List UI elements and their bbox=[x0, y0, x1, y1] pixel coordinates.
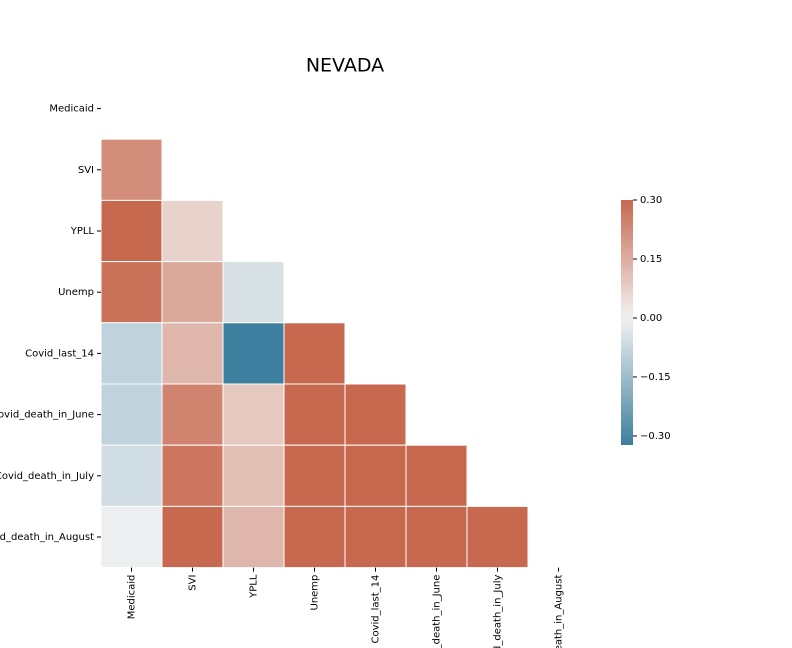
heatmap-cell bbox=[161, 383, 224, 446]
heatmap-cell bbox=[100, 138, 163, 201]
y-tick-label: Covid_death_in_June bbox=[0, 410, 94, 421]
heatmap-cell bbox=[161, 505, 224, 569]
chart-title: NEVADA bbox=[306, 55, 384, 77]
heatmap-cell bbox=[405, 444, 468, 507]
colorbar-tick-label: 0.30 bbox=[640, 195, 662, 206]
colorbar bbox=[621, 200, 633, 445]
heatmap-cell bbox=[283, 444, 346, 507]
heatmap-cell bbox=[222, 383, 285, 446]
y-tick-label: SVI bbox=[78, 165, 94, 176]
heatmap-cell bbox=[161, 261, 224, 324]
x-tick-label: Medicaid bbox=[127, 575, 138, 620]
heatmap-cell bbox=[405, 505, 468, 569]
heatmap-cell bbox=[100, 505, 163, 569]
x-tick-label: Covid_death_in_June bbox=[432, 575, 443, 648]
heatmap-cell bbox=[161, 199, 224, 263]
colorbar-tick-label: −0.30 bbox=[640, 431, 671, 442]
heatmap-cell bbox=[283, 383, 346, 446]
y-tick-label: Covid_death_in_July bbox=[0, 471, 94, 482]
heatmap-cell bbox=[222, 505, 285, 569]
colorbar-tick-label: 0.15 bbox=[640, 254, 662, 265]
heatmap-cell bbox=[222, 322, 285, 385]
y-tick-label: Covid_last_14 bbox=[25, 348, 94, 359]
heatmap-cell bbox=[100, 261, 163, 324]
x-tick-label: YPLL bbox=[249, 574, 260, 599]
heatmap-cell bbox=[344, 505, 407, 569]
x-tick-label: Covid_death_in_July bbox=[493, 575, 504, 648]
colorbar-tick-label: 0.00 bbox=[640, 313, 662, 324]
heatmap-cell bbox=[222, 261, 285, 324]
heatmap-cell bbox=[344, 444, 407, 507]
heatmap-cell bbox=[100, 199, 163, 263]
heatmap-cell bbox=[344, 383, 407, 446]
x-tick-label: SVI bbox=[188, 575, 199, 591]
y-tick-label: Unemp bbox=[58, 287, 94, 298]
x-tick-label: Covid_death_in_August bbox=[554, 575, 565, 648]
colorbar-tick-label: −0.15 bbox=[640, 372, 671, 383]
y-tick-label: Medicaid bbox=[49, 104, 94, 115]
y-tick-label: Covid_death_in_August bbox=[0, 532, 94, 543]
heatmap-cell bbox=[283, 322, 346, 385]
heatmap-cell bbox=[222, 444, 285, 507]
heatmap-cell bbox=[100, 444, 163, 507]
heatmap-cell bbox=[466, 505, 529, 569]
heatmap-cell bbox=[161, 444, 224, 507]
heatmap-cell bbox=[100, 383, 163, 446]
x-tick-label: Unemp bbox=[310, 575, 321, 611]
heatmap-cell bbox=[161, 322, 224, 385]
x-tick-label: Covid_last_14 bbox=[371, 575, 382, 644]
y-tick-label: YPLL bbox=[70, 226, 95, 237]
heatmap-cell bbox=[283, 505, 346, 569]
heatmap-cell bbox=[100, 322, 163, 385]
